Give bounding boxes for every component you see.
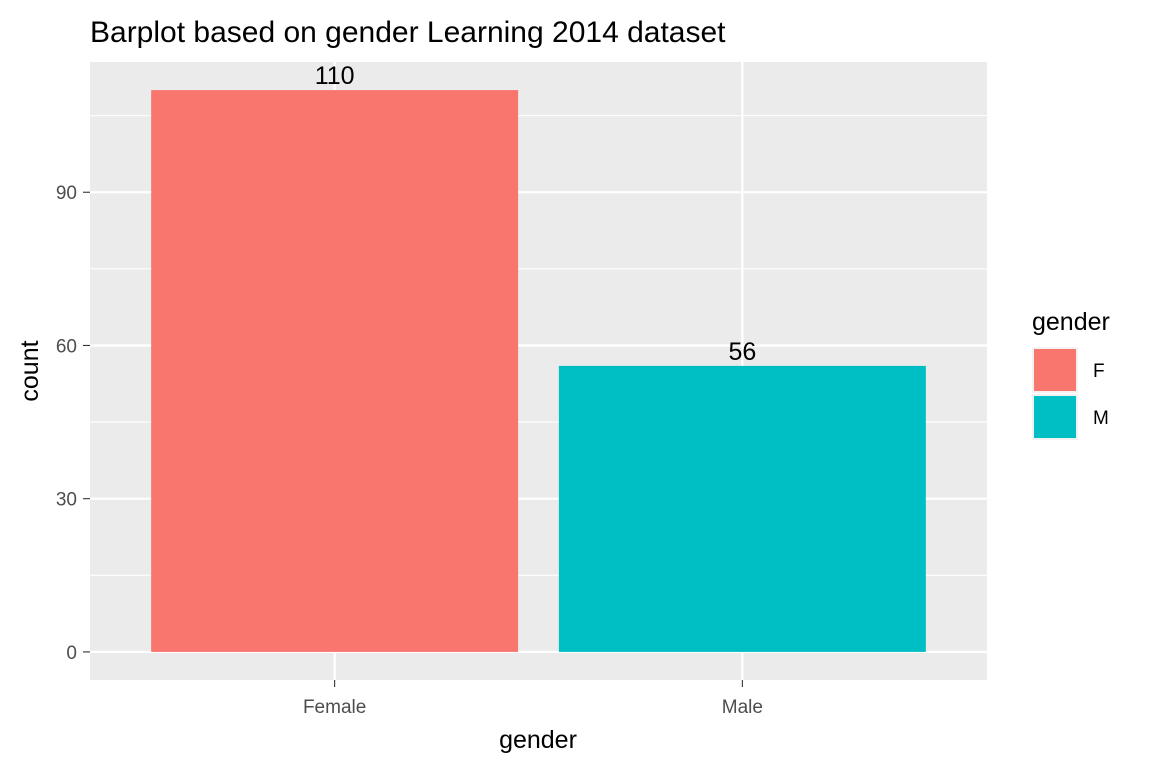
legend-title: gender bbox=[1032, 308, 1110, 336]
y-tick-label: 0 bbox=[66, 643, 77, 664]
y-tick-label: 30 bbox=[56, 490, 77, 511]
y-axis-title: count bbox=[16, 340, 44, 401]
chart-title: Barplot based on gender Learning 2014 da… bbox=[90, 16, 726, 49]
legend-label-m: M bbox=[1093, 408, 1109, 429]
x-axis: Female Male bbox=[303, 680, 763, 718]
y-tick-label: 90 bbox=[56, 183, 77, 204]
bars bbox=[151, 90, 926, 652]
data-label-female: 110 bbox=[315, 62, 355, 90]
legend-swatch-m bbox=[1034, 396, 1076, 438]
legend: gender FM bbox=[1032, 308, 1110, 440]
x-tick-label-male: Male bbox=[722, 697, 763, 718]
x-axis-title: gender bbox=[499, 726, 577, 754]
y-tick-label: 60 bbox=[56, 336, 77, 357]
x-tick-label-female: Female bbox=[303, 697, 366, 718]
data-labels: 110 56 bbox=[315, 62, 757, 366]
bar-female bbox=[151, 90, 519, 652]
legend-entries: FM bbox=[1032, 347, 1109, 440]
data-label-male: 56 bbox=[728, 338, 756, 366]
bar-male bbox=[558, 365, 926, 652]
legend-swatch-f bbox=[1034, 349, 1076, 391]
y-axis: 0 30 60 90 bbox=[56, 183, 90, 664]
legend-label-f: F bbox=[1093, 361, 1105, 382]
